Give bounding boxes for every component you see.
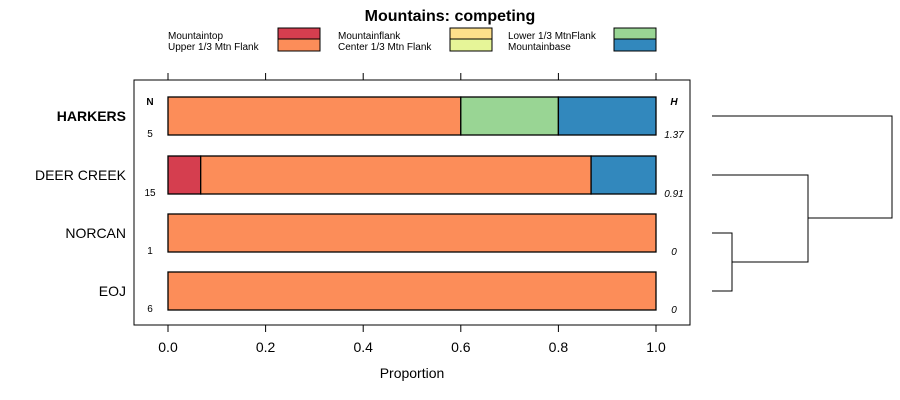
legend-label-mountainbase: Mountainbase xyxy=(508,42,571,53)
category-label-deer-creek: DEER CREEK xyxy=(35,167,127,183)
x-tick-label: 1.0 xyxy=(646,339,666,355)
legend-label-center-1-3-mtn-flank: Center 1/3 Mtn Flank xyxy=(338,42,432,53)
legend-swatch-mountainflank xyxy=(449,27,493,41)
legend-label-mountainflank: Mountainflank xyxy=(338,31,401,42)
legend-swatch-center-1-3-mtn-flank xyxy=(449,38,493,52)
legend-swatch-lower-1-3-mtnflank xyxy=(613,27,657,41)
bars: HARKERS 5 1.37 DEER CREEK 15 0.91 NORCAN 1 0 EOJ 6… xyxy=(35,96,684,316)
n-value-harkers: 5 xyxy=(147,129,153,140)
n-value-eoj: 6 xyxy=(147,304,153,315)
bar-segment-deer-creek-mountaintop xyxy=(167,155,202,195)
bar-segment-eoj-upper-1-3-mtn-flank xyxy=(167,271,657,311)
x-tick-label: 0.2 xyxy=(256,339,276,355)
chart-title: Mountains: competing xyxy=(365,8,536,25)
dendrogram-branch-deercreek xyxy=(712,174,809,263)
bar-segment-harkers-mountainbase xyxy=(557,96,657,136)
dendrogram-branch-norcan-eoj xyxy=(712,232,733,292)
bar-segment-deer-creek-upper-1-3-mtn-flank xyxy=(200,155,592,195)
category-label-eoj: EOJ xyxy=(99,283,126,299)
h-value-eoj: 0 xyxy=(671,305,677,316)
h-value-deer-creek: 0.91 xyxy=(664,189,683,200)
h-value-harkers: 1.37 xyxy=(664,130,684,141)
dendrogram xyxy=(712,115,893,292)
x-tick-label: 0.6 xyxy=(451,339,471,355)
legend-swatch-mountaintop xyxy=(277,27,321,41)
x-tick-label: 0.4 xyxy=(353,339,373,355)
legend-swatch-upper-1-3-mtn-flank xyxy=(277,38,321,52)
x-axis-label: Proportion xyxy=(380,365,445,381)
plot-frame xyxy=(133,79,691,326)
dendrogram-branch-harkers xyxy=(712,115,893,219)
n-header: N xyxy=(146,97,153,108)
legend-label-upper-1-3-mtn-flank: Upper 1/3 Mtn Flank xyxy=(168,42,260,53)
bar-segment-deer-creek-mountainbase xyxy=(590,155,657,195)
n-value-norcan: 1 xyxy=(147,246,153,257)
h-header: H xyxy=(670,97,678,108)
legend-swatch-mountainbase xyxy=(613,38,657,52)
n-value-deer-creek: 15 xyxy=(144,188,156,199)
bar-segment-norcan-upper-1-3-mtn-flank xyxy=(167,213,657,253)
h-value-norcan: 0 xyxy=(671,247,677,258)
legend-label-lower-1-3-mtnflank: Lower 1/3 MtnFlank xyxy=(508,31,597,42)
x-tick-label: 0.0 xyxy=(158,339,178,355)
category-label-norcan: NORCAN xyxy=(65,225,126,241)
x-axis: 0.0 0.2 0.4 0.6 0.8 1.0 xyxy=(158,73,666,355)
legend-label-mountaintop: Mountaintop xyxy=(168,31,223,42)
x-tick-label: 0.8 xyxy=(549,339,569,355)
category-label-harkers: HARKERS xyxy=(57,108,126,124)
bar-segment-harkers-lower-1-3-mtnflank xyxy=(460,96,560,136)
bar-segment-harkers-upper-1-3-mtn-flank xyxy=(167,96,462,136)
